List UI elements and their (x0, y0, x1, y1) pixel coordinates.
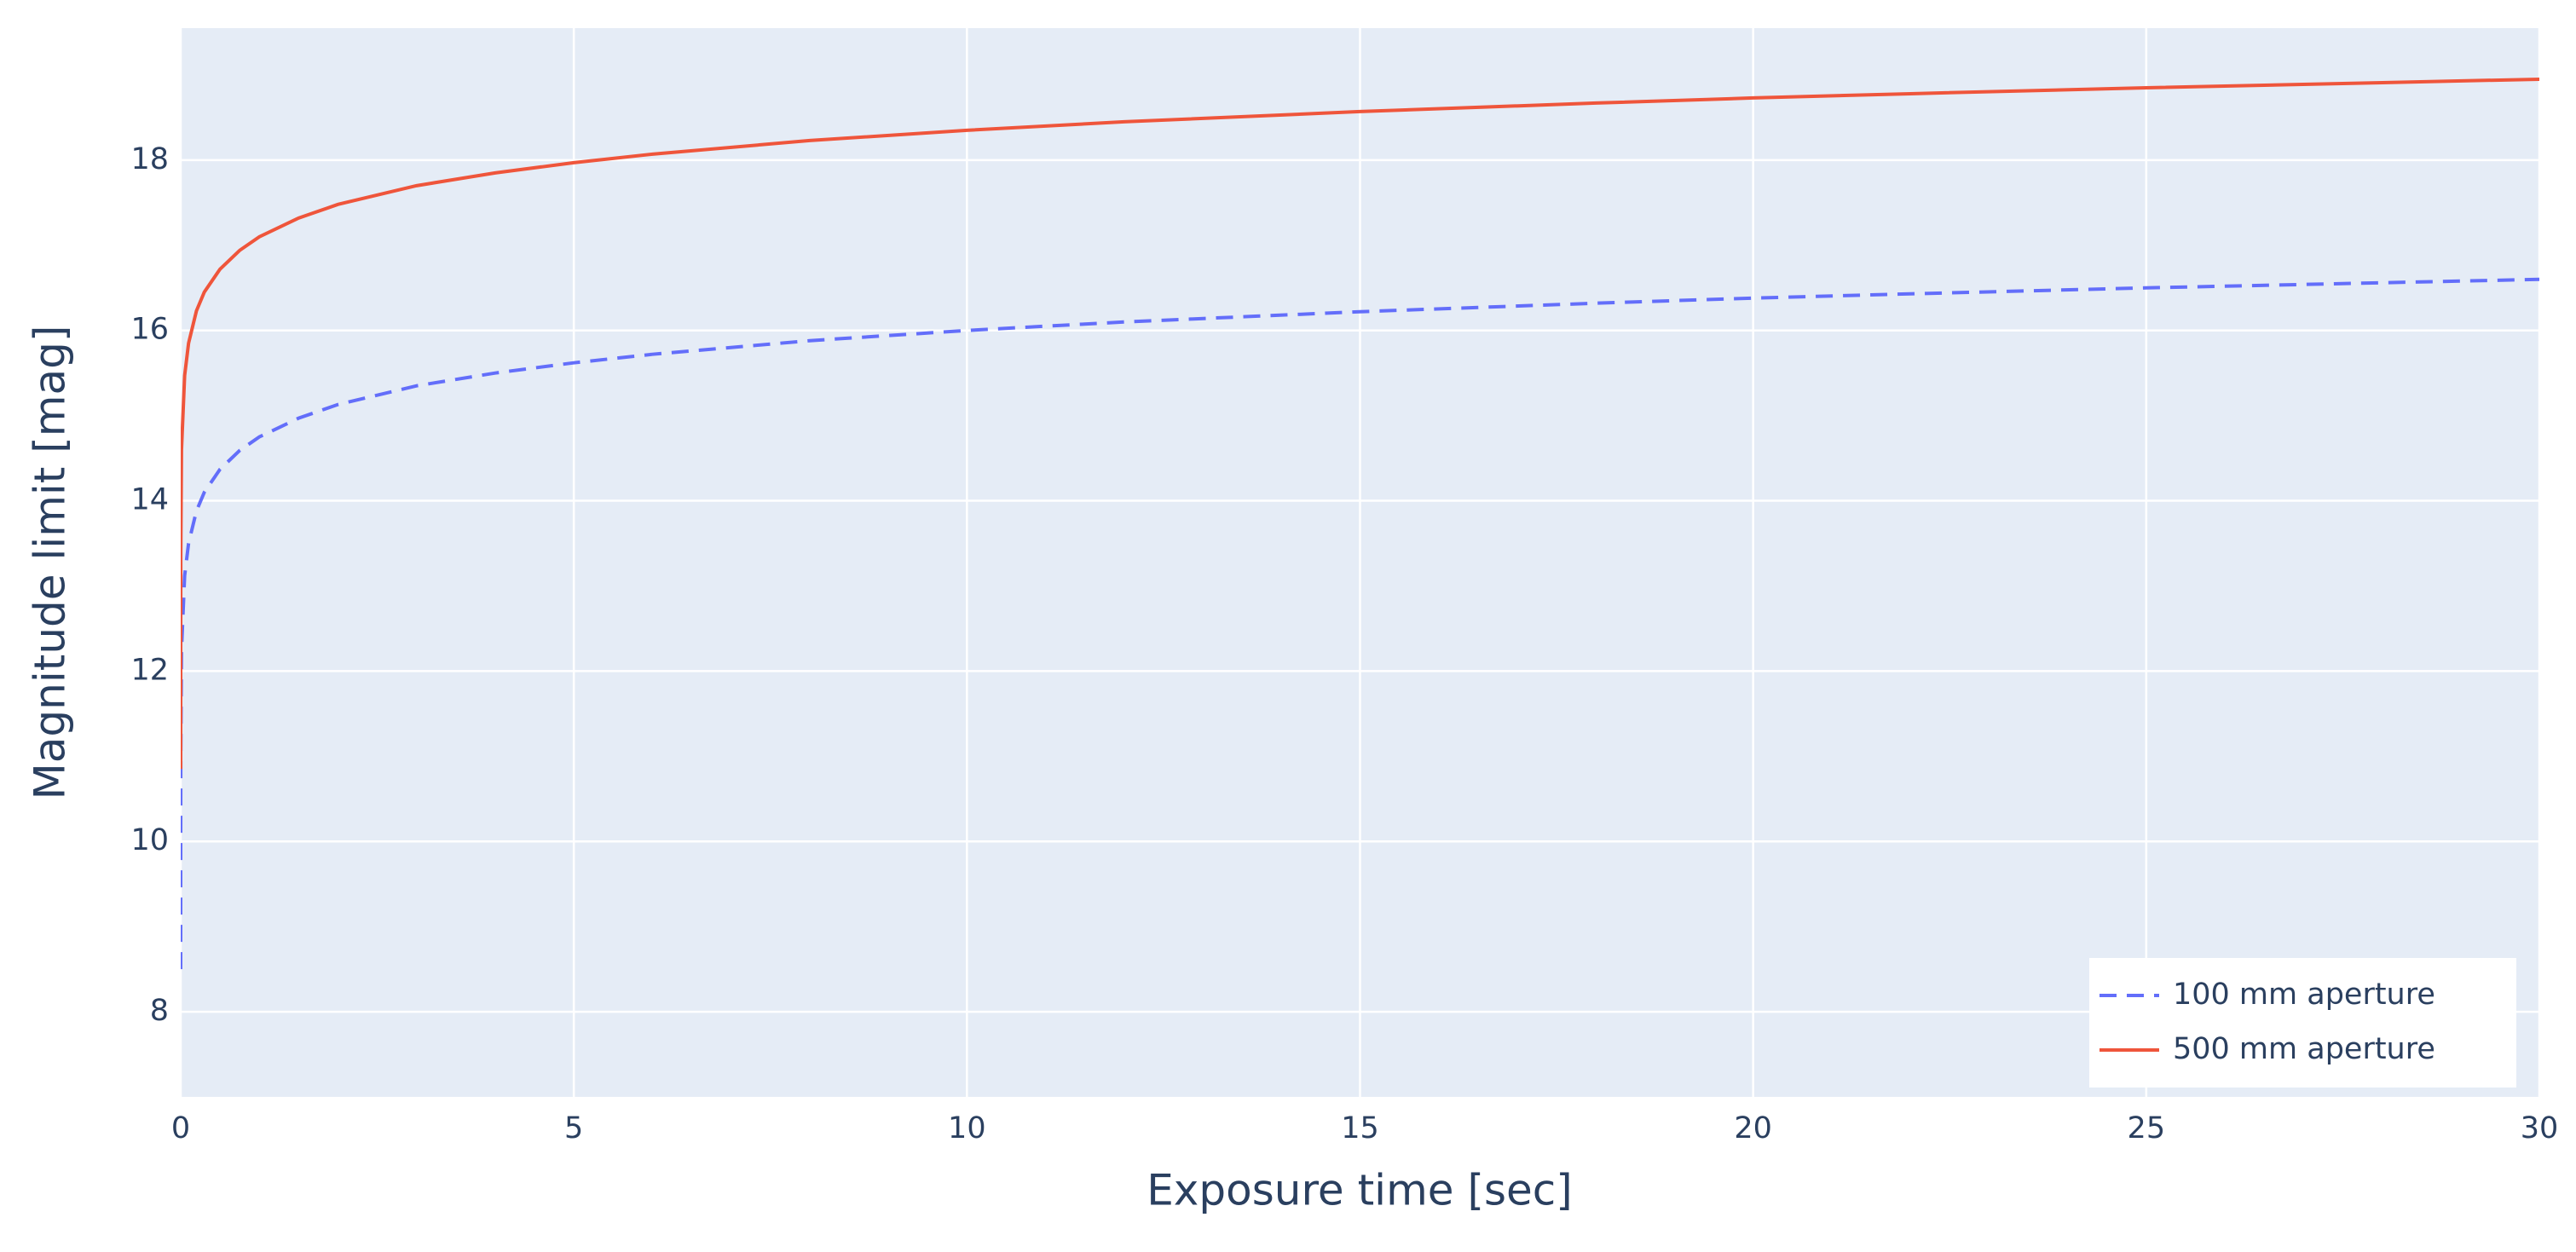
line (181, 277, 2539, 970)
x-tick-label: 5 (564, 1111, 583, 1145)
x-tick-label: 20 (1734, 1111, 1772, 1145)
y-axis-title: Magnitude limit [mag] (26, 326, 75, 800)
x-tick-label: 25 (2128, 1111, 2166, 1145)
x-tick-label: 10 (948, 1111, 986, 1145)
y-tick-label: 14 (130, 483, 169, 517)
x-axis-title: Exposure time [sec] (1146, 1166, 1573, 1215)
x-tick-label: 15 (1341, 1111, 1379, 1145)
legend-label: 500 mm aperture (2173, 1032, 2435, 1066)
y-tick-label: 12 (130, 653, 169, 687)
y-tick-label: 18 (130, 142, 169, 176)
y-tick-label: 8 (150, 994, 169, 1028)
x-tick-label: 0 (171, 1111, 190, 1145)
y-tick-label: 16 (130, 313, 169, 347)
legend-label: 100 mm aperture (2173, 978, 2435, 1012)
legend-box (2089, 958, 2516, 1088)
y-tick-label: 10 (130, 823, 169, 857)
line (181, 77, 2539, 770)
x-tick-label: 30 (2521, 1111, 2559, 1145)
